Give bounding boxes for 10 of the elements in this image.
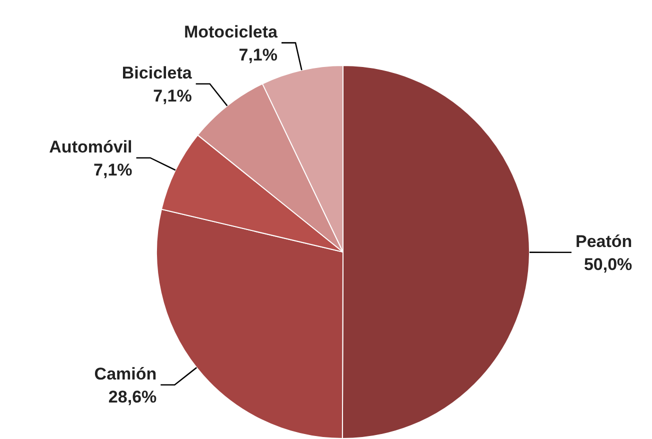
slice-label: Camión [94, 364, 157, 384]
data-label: 7,1% [94, 160, 132, 180]
slice-label: Automóvil [49, 138, 132, 157]
slice-label: Motocicleta [184, 22, 278, 42]
slice-label: Bicicleta [122, 64, 192, 83]
data-label: 7,1% [238, 46, 278, 65]
data-label: 50,0% [584, 255, 632, 274]
slice-label: Peatón [576, 232, 632, 252]
data-label: 28,6% [108, 388, 157, 407]
data-label: 7,1% [153, 86, 192, 106]
